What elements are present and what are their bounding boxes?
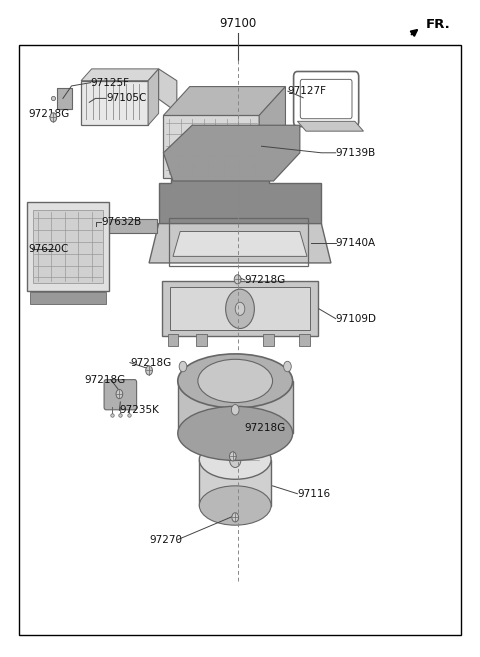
Circle shape [235, 302, 245, 315]
FancyBboxPatch shape [300, 334, 310, 346]
Text: 97100: 97100 [219, 16, 256, 30]
Text: 97270: 97270 [149, 535, 182, 545]
Polygon shape [163, 125, 300, 181]
Text: 97109D: 97109D [336, 313, 377, 324]
Circle shape [116, 390, 123, 399]
Polygon shape [81, 69, 158, 81]
FancyBboxPatch shape [104, 380, 137, 410]
Polygon shape [178, 381, 293, 434]
Polygon shape [148, 69, 158, 125]
Text: 97218G: 97218G [84, 374, 126, 384]
Ellipse shape [199, 486, 271, 525]
Circle shape [50, 113, 57, 122]
Polygon shape [298, 122, 363, 131]
Circle shape [234, 275, 241, 284]
FancyBboxPatch shape [57, 88, 72, 109]
Text: 97218G: 97218G [130, 357, 171, 368]
Polygon shape [173, 231, 307, 256]
Text: FR.: FR. [426, 18, 450, 32]
FancyBboxPatch shape [96, 219, 157, 233]
Circle shape [232, 512, 239, 522]
Ellipse shape [178, 406, 293, 461]
Text: 97218G: 97218G [245, 275, 286, 285]
FancyBboxPatch shape [163, 116, 259, 177]
FancyBboxPatch shape [162, 281, 318, 336]
Text: 97127F: 97127F [288, 86, 327, 96]
Text: 97218G: 97218G [245, 423, 286, 433]
Text: 97140A: 97140A [336, 238, 376, 248]
Text: 97632B: 97632B [101, 217, 142, 227]
Text: 97105C: 97105C [106, 93, 146, 103]
FancyBboxPatch shape [264, 334, 274, 346]
FancyBboxPatch shape [169, 286, 311, 330]
FancyBboxPatch shape [30, 292, 106, 304]
FancyBboxPatch shape [168, 334, 178, 346]
FancyBboxPatch shape [27, 202, 109, 291]
Text: 97116: 97116 [298, 489, 331, 499]
Polygon shape [158, 69, 177, 112]
Ellipse shape [178, 354, 293, 408]
Text: 97218G: 97218G [28, 109, 70, 119]
Circle shape [284, 361, 291, 372]
Circle shape [146, 366, 153, 375]
Circle shape [179, 361, 187, 372]
Circle shape [229, 452, 241, 468]
Text: 97620C: 97620C [28, 244, 69, 254]
FancyBboxPatch shape [81, 81, 148, 125]
Circle shape [231, 405, 239, 415]
Polygon shape [259, 87, 286, 177]
Circle shape [229, 452, 236, 461]
Ellipse shape [198, 359, 273, 403]
Circle shape [226, 289, 254, 328]
Polygon shape [199, 460, 271, 505]
Text: 97139B: 97139B [336, 148, 376, 158]
Polygon shape [163, 87, 286, 116]
Text: 97235K: 97235K [120, 405, 159, 415]
Text: 97125F: 97125F [91, 78, 130, 87]
Polygon shape [149, 223, 331, 263]
FancyBboxPatch shape [196, 334, 207, 346]
FancyBboxPatch shape [33, 210, 103, 283]
Ellipse shape [199, 440, 271, 480]
FancyBboxPatch shape [19, 45, 461, 635]
Polygon shape [158, 177, 322, 223]
